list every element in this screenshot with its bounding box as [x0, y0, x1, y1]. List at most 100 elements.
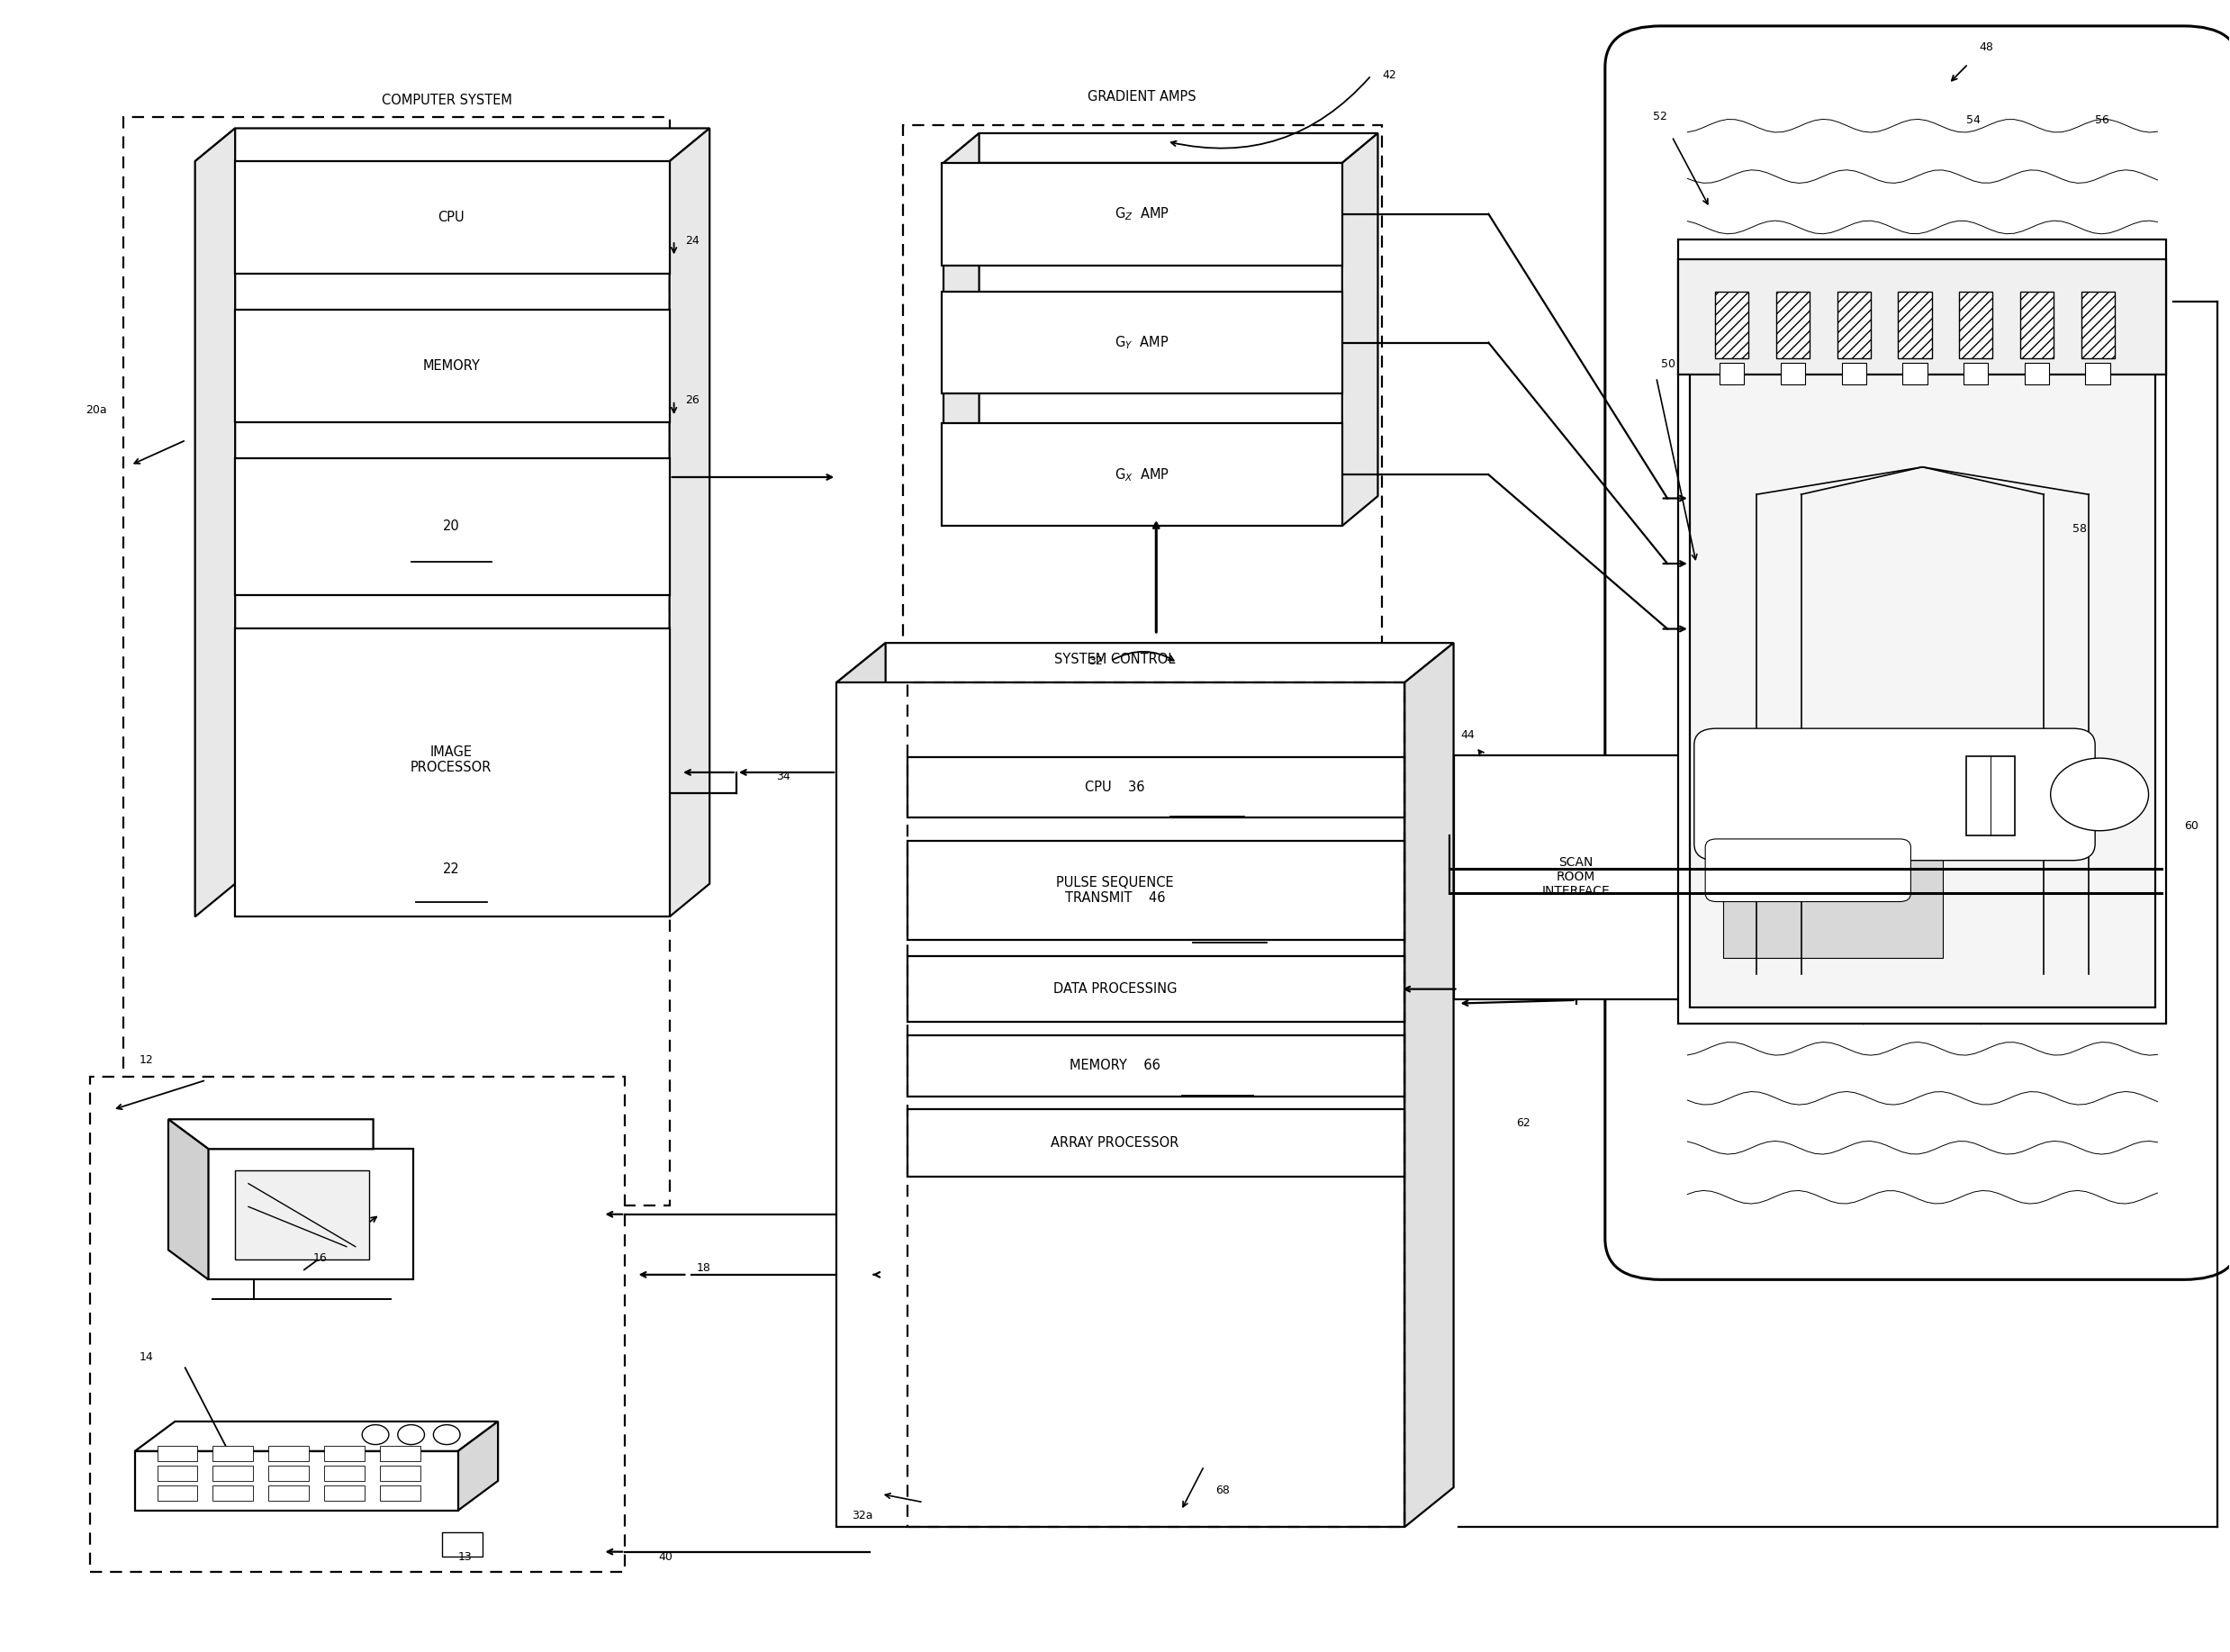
Bar	[323, 1465, 363, 1480]
Text: 24: 24	[685, 235, 700, 246]
Polygon shape	[836, 643, 1454, 682]
Bar	[2081, 292, 2114, 358]
Bar	[1679, 259, 2165, 375]
Bar	[1838, 292, 1871, 358]
Text: 52: 52	[1652, 111, 1668, 122]
Text: 42: 42	[1383, 69, 1396, 81]
Text: 60: 60	[2183, 819, 2199, 833]
Bar	[379, 1446, 419, 1460]
Text: MEMORY: MEMORY	[421, 358, 479, 373]
Bar	[1715, 292, 1748, 358]
Polygon shape	[167, 1120, 372, 1150]
Text: 50: 50	[1661, 358, 1675, 370]
Bar	[268, 1465, 308, 1480]
Bar	[1842, 363, 1867, 385]
Text: 32: 32	[1088, 656, 1102, 667]
Bar	[2025, 363, 2049, 385]
Text: CPU    36: CPU 36	[1086, 780, 1144, 795]
Polygon shape	[1405, 643, 1454, 1526]
FancyBboxPatch shape	[1606, 26, 2230, 1280]
Bar	[379, 1485, 419, 1500]
FancyBboxPatch shape	[1695, 729, 2096, 861]
Text: 18: 18	[696, 1262, 711, 1274]
Polygon shape	[194, 129, 234, 917]
Bar	[908, 957, 1405, 1023]
Bar	[268, 1446, 308, 1460]
Text: 12: 12	[138, 1054, 154, 1066]
Text: 13: 13	[457, 1551, 473, 1563]
FancyBboxPatch shape	[1706, 839, 1911, 902]
Bar	[941, 423, 1342, 525]
Polygon shape	[1342, 134, 1378, 525]
Text: 16: 16	[312, 1252, 328, 1264]
Bar	[1898, 292, 1931, 358]
Bar	[1679, 240, 2165, 1024]
Bar	[134, 1450, 457, 1510]
Bar	[156, 1485, 196, 1500]
Polygon shape	[669, 129, 709, 917]
Bar	[908, 682, 1405, 1526]
Bar	[207, 1150, 413, 1280]
Bar	[156, 1446, 196, 1460]
Bar	[908, 1108, 1405, 1176]
Bar	[156, 1465, 196, 1480]
Bar	[1775, 292, 1811, 358]
Text: G$_X$  AMP: G$_X$ AMP	[1115, 466, 1169, 482]
Text: 54: 54	[1967, 114, 1980, 126]
Text: COMPUTER SYSTEM: COMPUTER SYSTEM	[381, 94, 513, 107]
Polygon shape	[194, 129, 709, 162]
Bar	[1967, 757, 2016, 836]
Text: 20a: 20a	[87, 405, 107, 416]
Bar	[941, 164, 1342, 266]
Polygon shape	[943, 134, 1378, 164]
Bar	[442, 1531, 482, 1556]
Text: 44: 44	[1461, 730, 1474, 742]
Text: 20: 20	[444, 519, 459, 532]
Text: MEMORY    66: MEMORY 66	[1070, 1059, 1160, 1072]
Text: 58: 58	[2074, 524, 2087, 535]
Bar	[234, 162, 669, 274]
Text: 32a: 32a	[852, 1510, 874, 1521]
Text: 14: 14	[138, 1351, 154, 1363]
Bar	[908, 1036, 1405, 1097]
Text: PULSE SEQUENCE
TRANSMIT    46: PULSE SEQUENCE TRANSMIT 46	[1057, 876, 1173, 905]
Bar	[1902, 363, 1927, 385]
Bar	[212, 1485, 252, 1500]
Text: ARRAY PROCESSOR: ARRAY PROCESSOR	[1050, 1137, 1180, 1150]
Text: 40: 40	[658, 1551, 673, 1563]
Text: 68: 68	[1215, 1485, 1229, 1497]
Text: 62: 62	[1516, 1117, 1530, 1128]
Text: 22: 22	[444, 862, 459, 876]
Bar	[2085, 363, 2110, 385]
Bar	[1719, 363, 1744, 385]
Bar	[1454, 755, 1699, 999]
Bar	[212, 1465, 252, 1480]
Bar	[234, 458, 669, 595]
Bar	[1724, 730, 1942, 958]
Bar	[268, 1485, 308, 1500]
Bar	[836, 682, 1405, 1526]
Text: DATA PROCESSING: DATA PROCESSING	[1053, 983, 1177, 996]
Text: SYSTEM CONTROL: SYSTEM CONTROL	[1055, 653, 1175, 666]
Bar	[1960, 292, 1994, 358]
Polygon shape	[167, 1120, 207, 1280]
Text: G$_Z$  AMP: G$_Z$ AMP	[1115, 205, 1169, 223]
Bar	[1690, 355, 2154, 1008]
Bar	[2020, 292, 2054, 358]
Bar	[941, 291, 1342, 393]
Text: 56: 56	[2096, 114, 2110, 126]
Bar	[908, 841, 1405, 940]
Bar	[379, 1465, 419, 1480]
Polygon shape	[836, 643, 885, 1526]
Text: SCAN
ROOM
INTERFACE: SCAN ROOM INTERFACE	[1541, 856, 1610, 899]
Text: G$_Y$  AMP: G$_Y$ AMP	[1115, 334, 1169, 352]
Text: IMAGE
PROCESSOR: IMAGE PROCESSOR	[410, 745, 493, 775]
Text: 34: 34	[776, 771, 792, 783]
Bar	[908, 757, 1405, 818]
Bar	[903, 126, 1383, 669]
Bar	[234, 628, 669, 917]
Bar	[123, 117, 669, 1206]
Bar	[323, 1446, 363, 1460]
Bar	[1780, 363, 1806, 385]
Text: CPU: CPU	[437, 210, 464, 225]
